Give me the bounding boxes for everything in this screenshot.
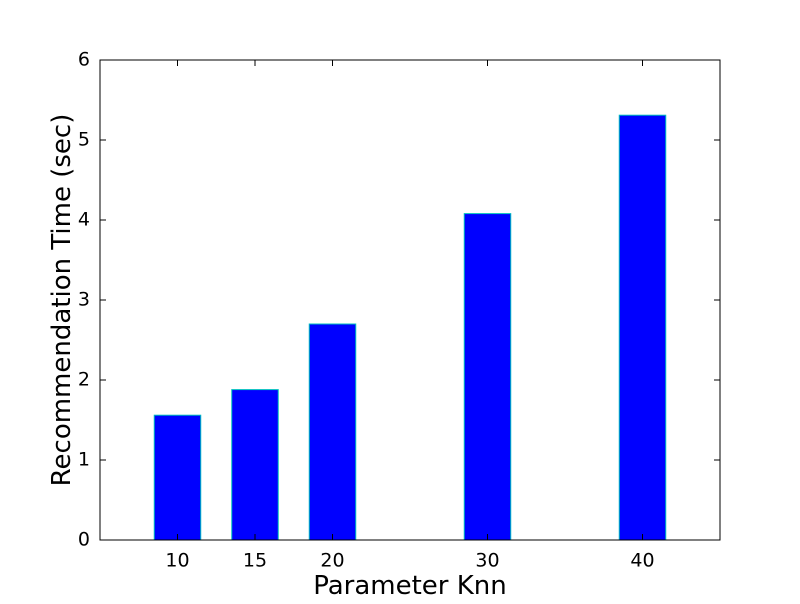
y-tick-label: 0 xyxy=(78,529,90,551)
bar-10 xyxy=(153,414,202,541)
bar-40 xyxy=(618,114,667,541)
y-tick-label: 3 xyxy=(78,289,90,311)
y-tick-label: 4 xyxy=(78,209,90,231)
y-axis-label: Recommendation Time (sec) xyxy=(47,114,77,487)
y-tick-label: 1 xyxy=(78,449,90,471)
x-tick-label: 30 xyxy=(475,550,499,572)
y-tick-label: 2 xyxy=(78,369,90,391)
x-tick-label: 10 xyxy=(165,550,189,572)
x-axis-label: Parameter Knn xyxy=(313,571,507,600)
x-tick-label: 40 xyxy=(630,550,654,572)
y-tick-label: 6 xyxy=(78,49,90,71)
bar-20 xyxy=(308,323,357,541)
x-tick-label: 15 xyxy=(243,550,267,572)
bar-15 xyxy=(231,389,279,541)
bar-series xyxy=(153,114,667,541)
x-tick-label: 20 xyxy=(320,550,344,572)
plot-frame xyxy=(99,59,721,541)
bar-30 xyxy=(463,213,512,541)
y-tick-label: 5 xyxy=(78,129,90,151)
tick-labels: 10 15 20 30 40 0 1 2 3 4 5 6 xyxy=(78,49,655,572)
